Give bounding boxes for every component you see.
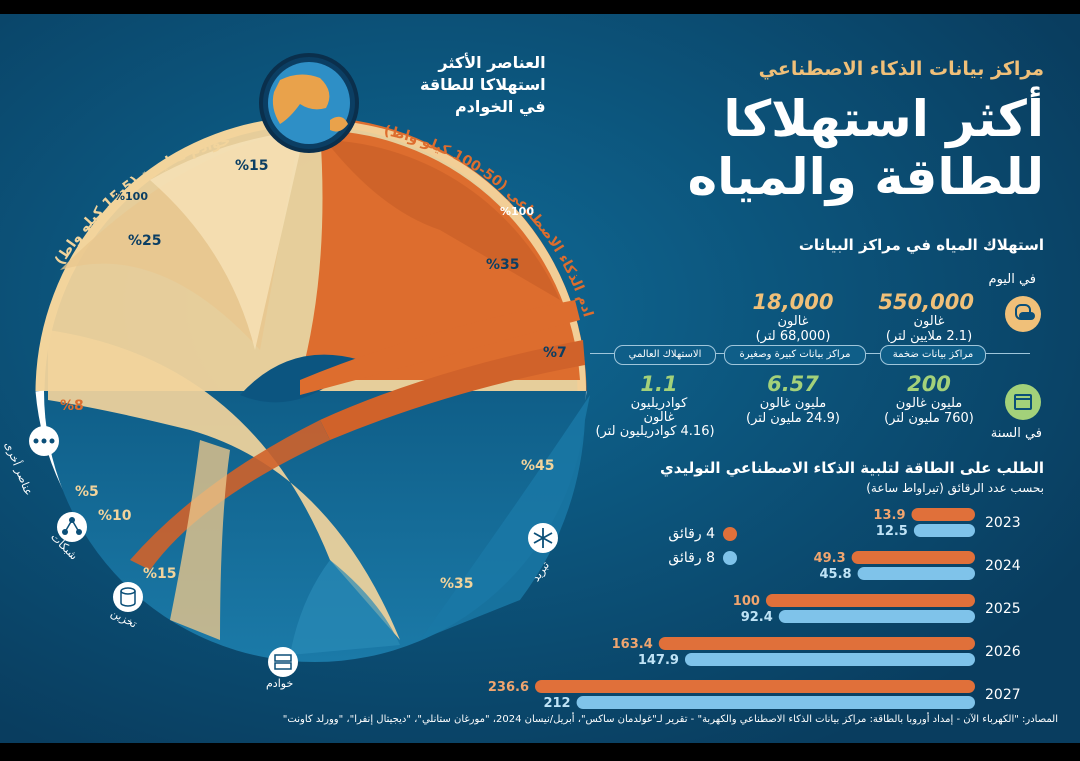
pct-7-top: %7 (543, 345, 567, 361)
legend-4-dot (723, 527, 737, 541)
large-day-unit: غالون (913, 314, 945, 329)
pct-15-bottom: %15 (143, 566, 177, 582)
database-icon (113, 582, 143, 612)
traditional-pct: %100 (114, 190, 148, 203)
calendar-icon (1005, 384, 1041, 420)
bar-value-label: 92.4 (741, 610, 773, 625)
category-servers: خوادم (266, 677, 294, 690)
global-year-unit: كوادريليون (630, 396, 688, 411)
bottom-border (0, 743, 1080, 761)
bar-4-chips (911, 508, 975, 521)
water-title: استهلاك المياه في مراكز البيانات (798, 236, 1044, 254)
page-title: أكثر استهلاكا للطاقة والمياه (687, 90, 1044, 206)
medium-day-liters: (68,000 لتر) (755, 329, 831, 344)
large-year-value: 200 (907, 372, 951, 396)
medium-year-unit: مليون غالون (759, 396, 827, 411)
bar-8-chips (576, 696, 975, 709)
ai-chord-band-2 (320, 340, 585, 440)
bar-4-chips (658, 637, 975, 650)
per-day-label: في اليوم (988, 272, 1036, 287)
globe-land (272, 74, 330, 124)
legend-8-label: 8 رقائق (668, 550, 715, 566)
demand-title: الطلب على الطاقة لتلبية الذكاء الاصطناعي… (660, 459, 1044, 477)
bar-4-chips (535, 680, 975, 693)
bar-value-label: 49.3 (814, 551, 846, 566)
global-pill: الاستهلاك العالمي (614, 345, 716, 365)
chord-to-servers (48, 330, 400, 640)
pct-10: %10 (98, 508, 132, 524)
bar-4-chips (851, 551, 975, 564)
large-day-value: 550,000 (878, 290, 974, 314)
year-label: 2023 (985, 515, 1021, 531)
medium-day-value: 18,000 (752, 290, 834, 314)
legend-4-label: 4 رقائق (668, 526, 715, 542)
large-year-unit: مليون غالون (895, 396, 963, 411)
bar-value-label: 100 (733, 594, 760, 609)
global-year-unit2: غالون (643, 410, 675, 425)
bar-4-chips (765, 594, 975, 607)
bar-value-label: 147.9 (638, 653, 679, 668)
top-border (0, 0, 1080, 14)
legend-8-dot (723, 551, 737, 565)
ai-chord-network (130, 420, 330, 570)
bar-value-label: 12.5 (876, 524, 908, 539)
ai-chord-band-1 (300, 300, 580, 395)
pct-8: %8 (60, 398, 84, 414)
pct-35-bottom: %35 (440, 576, 474, 592)
chord-storage (170, 440, 230, 640)
sources: المصادر: "الكهرباء الآن - إمداد أوروبا ب… (282, 714, 1058, 725)
pct-35-top: %35 (486, 257, 520, 273)
year-label: 2027 (985, 687, 1021, 703)
demand-subtitle: بحسب عدد الرقائق (تيراواط ساعة) (866, 481, 1044, 495)
bar-8-chips (684, 653, 975, 666)
global-year-value: 1.1 (640, 372, 678, 396)
bar-value-label: 13.9 (873, 508, 905, 523)
medium-pill: مراكز بيانات كبيرة وصغيرة (724, 345, 866, 365)
ai-chord-35 (325, 140, 560, 300)
chord-cooling-45 (420, 395, 590, 640)
pct-45: %45 (521, 458, 555, 474)
medium-year-value: 6.57 (767, 372, 819, 396)
ai-pct: %100 (500, 205, 534, 218)
per-year-label: في السنة (990, 426, 1042, 441)
large-year-liters: (760 مليون لتر) (884, 411, 974, 426)
chord-servers-35 (290, 560, 400, 655)
subtitle: مراكز بيانات الذكاء الاصطناعي (758, 58, 1044, 80)
bar-value-label: 212 (543, 696, 570, 711)
medium-year-liters: (24.9 مليون لتر) (746, 411, 840, 426)
large-day-liters: (2.1 ملايين لتر) (885, 329, 973, 344)
year-label: 2024 (985, 558, 1021, 574)
pct-15-top: %15 (235, 158, 269, 174)
bar-8-chips (857, 567, 975, 580)
bar-8-chips (778, 610, 975, 623)
sun-cloud-icon (1005, 296, 1041, 332)
center-gap (240, 354, 360, 403)
bar-value-label: 236.6 (488, 680, 529, 695)
year-label: 2026 (985, 644, 1021, 660)
globe-land-2 (330, 116, 348, 132)
global-year-liters: (4.16 كوادريليون لتر) (595, 424, 715, 439)
bar-value-label: 163.4 (612, 637, 653, 652)
year-label: 2025 (985, 601, 1021, 617)
large-pill: مراكز بيانات ضخمة (880, 345, 986, 365)
bar-value-label: 45.8 (819, 567, 851, 582)
pct-5: %5 (75, 484, 99, 500)
pct-25-top: %25 (128, 233, 162, 249)
chord-center-title: العناصر الأكثر استهلاكا للطاقة في الخواد… (420, 53, 546, 116)
bar-8-chips (913, 524, 975, 537)
trad-chord-15 (150, 130, 305, 350)
medium-day-unit: غالون (777, 314, 809, 329)
